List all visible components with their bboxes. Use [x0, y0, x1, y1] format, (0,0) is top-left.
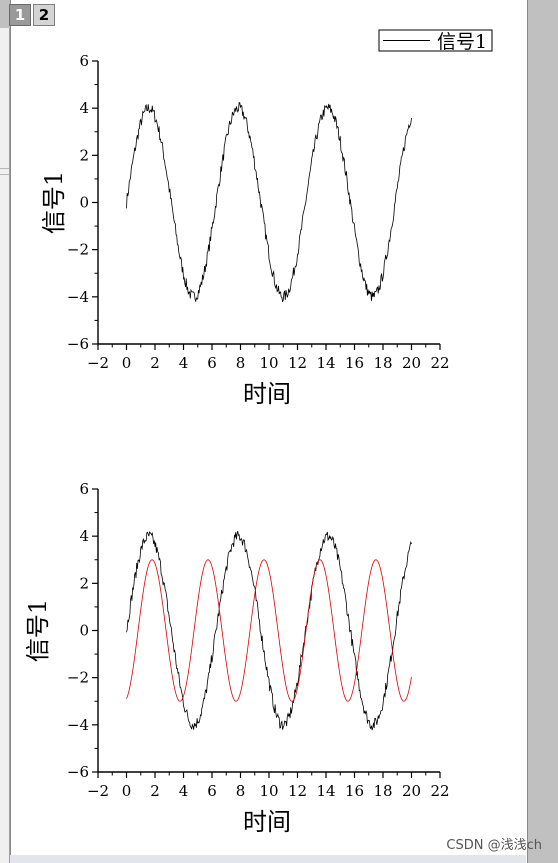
y-tick-label: 6: [79, 480, 89, 498]
x-tick-label: 6: [207, 354, 217, 372]
y-tick-label: −6: [67, 763, 89, 781]
x-tick-label: 14: [316, 782, 335, 800]
y-tick-label: 2: [79, 574, 89, 592]
series-line-1: [126, 530, 412, 731]
x-tick-label: 10: [259, 354, 278, 372]
watermark: CSDN @浅浅ch: [446, 838, 542, 853]
x-tick-label: 22: [430, 354, 449, 372]
x-tick-label: 18: [373, 782, 392, 800]
series-line-1: [126, 102, 412, 303]
y-tick-label: 2: [79, 146, 89, 164]
y-tick-label: 0: [79, 194, 89, 212]
y-tick-label: −2: [67, 241, 89, 259]
x-axis-title: 时间: [243, 808, 291, 836]
x-tick-label: 12: [288, 782, 307, 800]
y-tick-label: −6: [67, 335, 89, 353]
x-tick-label: 4: [179, 354, 189, 372]
x-axis-title: 时间: [243, 380, 291, 408]
x-tick-label: 20: [402, 782, 421, 800]
y-axis-title: 信号1: [40, 171, 68, 234]
y-axis-title: 信号1: [24, 599, 52, 662]
legend-label: 信号1: [437, 31, 487, 53]
y-tick-label: −4: [67, 288, 89, 306]
x-tick-label: 10: [259, 782, 278, 800]
y-tick-label: 4: [79, 527, 89, 545]
x-tick-label: 18: [373, 354, 392, 372]
legend-box: [378, 29, 493, 52]
x-tick-label: 6: [207, 782, 217, 800]
x-tick-label: 8: [236, 782, 246, 800]
series-line-2: [126, 559, 412, 702]
x-tick-label: 4: [179, 782, 189, 800]
graph-page: [10, 0, 528, 863]
x-tick-label: 16: [345, 354, 364, 372]
x-tick-label: 2: [150, 354, 160, 372]
y-tick-label: 0: [79, 622, 89, 640]
x-tick-label: −2: [87, 354, 109, 372]
legend: 信号1: [378, 29, 493, 53]
x-tick-label: 14: [316, 354, 335, 372]
x-tick-label: −2: [87, 782, 109, 800]
left-panel-strip: [0, 28, 10, 863]
layer-tab-2[interactable]: 2: [33, 4, 55, 26]
y-tick-label: −2: [67, 669, 89, 687]
x-tick-label: 12: [288, 354, 307, 372]
x-tick-label: 8: [236, 354, 246, 372]
page-bottom-edge: [10, 855, 526, 863]
y-tick-label: −4: [67, 716, 89, 734]
y-tick-label: 6: [79, 52, 89, 70]
y-tick-label: 4: [79, 99, 89, 117]
layer-tab-1[interactable]: 1: [9, 4, 31, 26]
x-tick-label: 0: [122, 782, 132, 800]
x-tick-label: 22: [430, 782, 449, 800]
x-tick-label: 2: [150, 782, 160, 800]
x-tick-label: 0: [122, 354, 132, 372]
x-tick-label: 20: [402, 354, 421, 372]
layer-tabs: 1 2: [9, 4, 55, 26]
x-tick-label: 16: [345, 782, 364, 800]
